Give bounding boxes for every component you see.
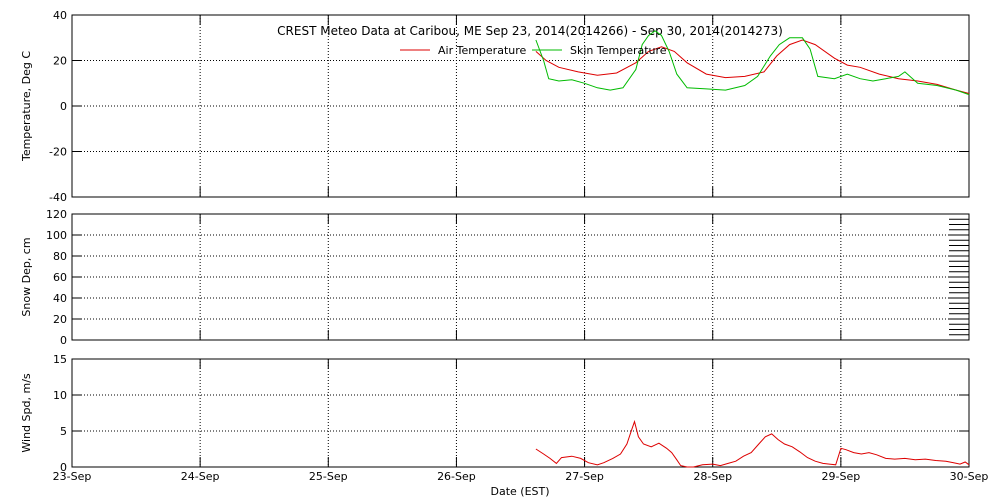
x-tick-label: 29-Sep <box>822 470 861 483</box>
panel-wind: 0 5 10 15 Wind Spd, m/s <box>20 353 970 474</box>
y-tick-label: -40 <box>49 191 67 204</box>
x-tick-label: 24-Sep <box>181 470 220 483</box>
y-tick-label: 40 <box>53 292 67 305</box>
panel-snow: 0 20 40 60 80 100 120 Snow Dep, cm <box>20 208 970 347</box>
panel-frame <box>71 14 970 198</box>
y-tick-label: 0 <box>60 334 67 347</box>
y-axis-label: Temperature, Deg C <box>20 51 33 162</box>
legend: Air Temperature Skin Temperature <box>400 44 667 57</box>
y-axis-label: Wind Spd, m/s <box>20 373 33 453</box>
y-tick-label: 40 <box>53 9 67 22</box>
x-tick-label: 25-Sep <box>309 470 348 483</box>
x-tick-label: 27-Sep <box>565 470 604 483</box>
y-tick-label: 10 <box>53 389 67 402</box>
x-tick-label: 23-Sep <box>53 470 92 483</box>
series-wind-speed <box>535 419 970 468</box>
chart-title: CREST Meteo Data at Caribou, ME Sep 23, … <box>277 24 783 38</box>
y-axis-label: Snow Dep, cm <box>20 237 33 316</box>
series-skin-temperature <box>535 30 970 96</box>
x-axis-label: Date (EST) <box>490 485 549 498</box>
x-tick-label: 26-Sep <box>437 470 476 483</box>
series-air-temperature <box>535 39 970 94</box>
legend-label: Skin Temperature <box>570 44 667 57</box>
chart-panels: -40 -20 0 20 40 Temperature, Deg C Air Tempera… <box>20 9 988 483</box>
y-tick-label: 0 <box>60 100 67 113</box>
y-tick-label: 120 <box>46 208 67 221</box>
y-tick-label: 15 <box>53 353 67 366</box>
y-tick-label: 80 <box>53 250 67 263</box>
y-tick-label: 5 <box>60 425 67 438</box>
y-tick-label: 100 <box>46 229 67 242</box>
panel-frame <box>71 358 970 468</box>
y-tick-label: 20 <box>53 313 67 326</box>
y-tick-label: 20 <box>53 55 67 68</box>
legend-label: Air Temperature <box>438 44 527 57</box>
y-tick-label: 0 <box>60 461 67 474</box>
x-tick-label: 28-Sep <box>693 470 732 483</box>
x-tick-label: 30-Sep <box>950 470 989 483</box>
panel-frame <box>71 213 970 341</box>
y-tick-label: 60 <box>53 271 67 284</box>
panel-temperature: -40 -20 0 20 40 Temperature, Deg C Air Tempera… <box>20 9 970 204</box>
y-tick-label: -20 <box>49 146 67 159</box>
